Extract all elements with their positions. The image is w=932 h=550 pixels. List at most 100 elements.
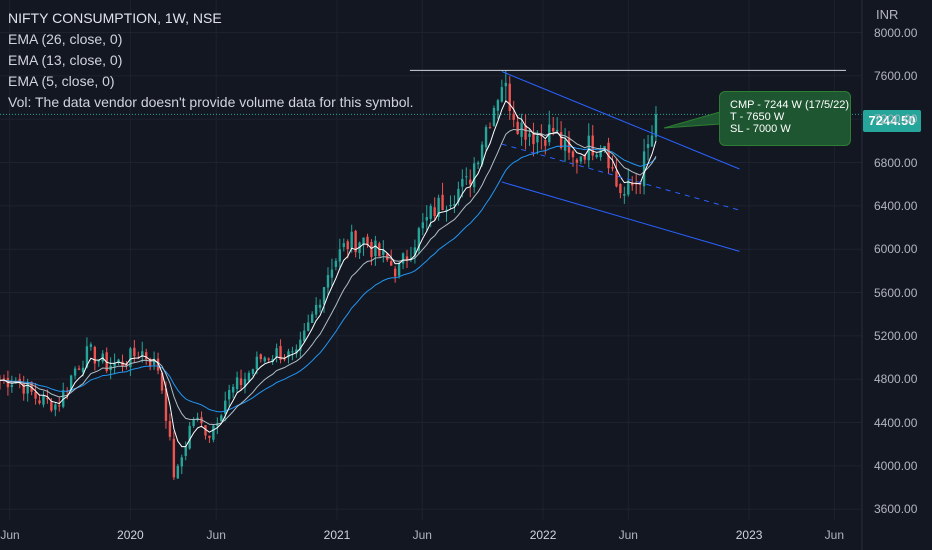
candle-body (508, 83, 511, 111)
candle-body (397, 263, 401, 276)
candle-body (196, 417, 199, 420)
candle-body (480, 144, 484, 165)
candle-body (484, 127, 488, 148)
candle-body (488, 127, 492, 129)
ema13-legend[interactable]: EMA (13, close, 0) (8, 52, 123, 68)
candle-body (50, 401, 53, 411)
candle-body (500, 87, 504, 102)
channel-upper-line (501, 71, 740, 170)
ema26-legend[interactable]: EMA (26, close, 0) (8, 31, 123, 47)
callout-stoploss: SL - 7000 W (730, 123, 791, 135)
volume-legend[interactable]: Vol: The data vendor doesn't provide vol… (8, 94, 414, 110)
candles (0, 70, 658, 481)
y-tick-label: 4400.00 (874, 415, 918, 430)
candle-body (307, 322, 310, 331)
candle-body (654, 114, 658, 137)
candle-body (433, 207, 436, 217)
candle-body (457, 188, 460, 202)
symbol-title[interactable]: NIFTY CONSUMPTION, 1W, NSE (8, 10, 222, 26)
candle-body (374, 240, 377, 257)
candle-body (461, 179, 464, 187)
x-tick-label: Jun (0, 528, 20, 542)
x-tick-label: 2020 (117, 528, 144, 542)
candle-body (271, 359, 274, 362)
x-tick-label: 2023 (735, 528, 763, 542)
candle-body (362, 237, 365, 245)
candle-body (346, 241, 349, 250)
candle-body (212, 425, 215, 440)
candle-body (615, 171, 618, 187)
x-tick-label: Jun (412, 528, 432, 542)
last-price-tag: 7244.50 (863, 110, 921, 132)
candle-body (156, 358, 160, 371)
candle-body (251, 369, 255, 374)
candle-body (117, 359, 120, 364)
candle-body (631, 182, 634, 186)
candle-body (172, 438, 176, 478)
candle-body (516, 121, 519, 134)
candle-body (152, 358, 156, 365)
candle-body (93, 346, 97, 364)
candle-body (176, 465, 180, 479)
candle-body (575, 159, 579, 163)
candle-body (405, 256, 409, 260)
candle-body (81, 367, 85, 373)
candle-body (54, 404, 57, 410)
candle-body (465, 176, 468, 178)
callout-cmp: CMP - 7244 W (17/5/22) (730, 99, 850, 111)
candle-body (445, 209, 448, 212)
candle-body (129, 348, 132, 368)
candle-body (62, 390, 65, 407)
candle-body (97, 360, 100, 362)
candle-body (623, 194, 626, 196)
candle-body (437, 197, 440, 217)
ema5-legend[interactable]: EMA (5, close, 0) (8, 73, 115, 89)
candle-body (69, 375, 73, 391)
candle-body (46, 398, 49, 400)
candle-body (476, 162, 480, 165)
y-tick-label: 5200.00 (874, 328, 918, 343)
candle-body (642, 151, 646, 187)
candle-body (275, 348, 278, 358)
x-tick-label: Jun (618, 528, 638, 542)
candle-body (512, 113, 515, 120)
candle-body (591, 135, 594, 156)
trade-callout[interactable]: CMP - 7244 W (17/5/22) T - 7650 W SL - 7… (719, 91, 851, 146)
ema13-line (0, 128, 657, 426)
candle-body (180, 457, 183, 467)
x-tick-label: 2021 (323, 528, 351, 542)
candle-body (469, 179, 472, 185)
candle-body (231, 386, 235, 393)
channel-mid-line (501, 143, 740, 211)
candle-body (73, 368, 77, 376)
candle-body (390, 261, 393, 266)
candle-body (188, 425, 191, 449)
candle-body (243, 378, 247, 387)
candle-body (338, 249, 342, 262)
candle-body (409, 257, 413, 259)
candle-body (579, 156, 583, 162)
candle-body (208, 435, 211, 438)
candle-body (425, 217, 428, 221)
candle-body (429, 205, 432, 219)
candle-body (192, 419, 195, 426)
candle-body (10, 384, 14, 388)
candle-body (441, 194, 444, 211)
candle-body (303, 330, 306, 342)
candle-body (342, 243, 345, 247)
candle-body (145, 352, 148, 360)
candle-body (26, 382, 29, 394)
y-tick-label: 6400.00 (874, 198, 918, 213)
candle-body (555, 129, 559, 131)
candle-body (291, 351, 294, 353)
candle-body (314, 304, 318, 315)
candle-body (354, 230, 357, 253)
candle-body (168, 421, 172, 437)
y-tick-label: 7200.00 (874, 112, 918, 127)
candle-body (504, 82, 507, 87)
candle-body (619, 184, 622, 193)
y-tick-label: 3600.00 (874, 502, 918, 517)
candle-body (401, 253, 405, 264)
candle-body (42, 395, 45, 405)
